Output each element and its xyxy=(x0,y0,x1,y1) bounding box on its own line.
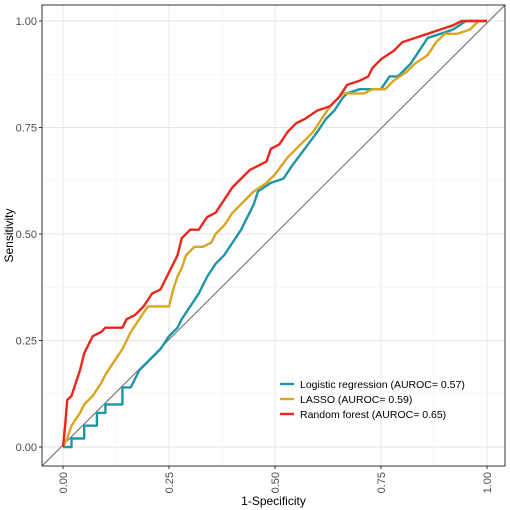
y-tick-label: 0.25 xyxy=(16,336,37,348)
x-tick-label: 0.00 xyxy=(58,472,70,493)
x-tick-label: 0.50 xyxy=(270,472,282,493)
x-tick-label: 0.75 xyxy=(376,472,388,493)
y-axis-title: Sensitivity xyxy=(2,208,16,262)
series-layer xyxy=(61,19,487,449)
series-line-2 xyxy=(61,19,487,448)
y-tick-label: 0.00 xyxy=(16,442,37,454)
grid xyxy=(42,5,505,466)
x-tick-label: 1.00 xyxy=(482,472,494,493)
legend-label-2: LASSO (AUROC= 0.59) xyxy=(300,394,412,406)
series-line-3 xyxy=(61,19,487,448)
y-tick-label: 0.50 xyxy=(16,229,37,241)
tick-layer: 0.00 0.25 0.50 0.75 1.00 0.00 0.25 0.50 0.75 1.00 xyxy=(16,16,494,493)
y-tick-label: 0.75 xyxy=(16,123,37,135)
y-tick-label: 1.00 xyxy=(16,16,37,28)
reference-line-layer xyxy=(41,4,506,467)
legend-label-1: Logistic regression (AUROC= 0.57) xyxy=(300,379,465,391)
legend-label-3: Random forest (AUROC= 0.65) xyxy=(300,409,446,421)
series-line-1 xyxy=(63,19,487,449)
legend: Logistic regression (AUROC= 0.57) LASSO (… xyxy=(280,379,465,421)
reference-diagonal xyxy=(41,4,506,467)
panel-border xyxy=(41,4,506,467)
x-tick-label: 0.25 xyxy=(164,472,176,493)
x-axis-title: 1-Specificity xyxy=(241,494,306,508)
